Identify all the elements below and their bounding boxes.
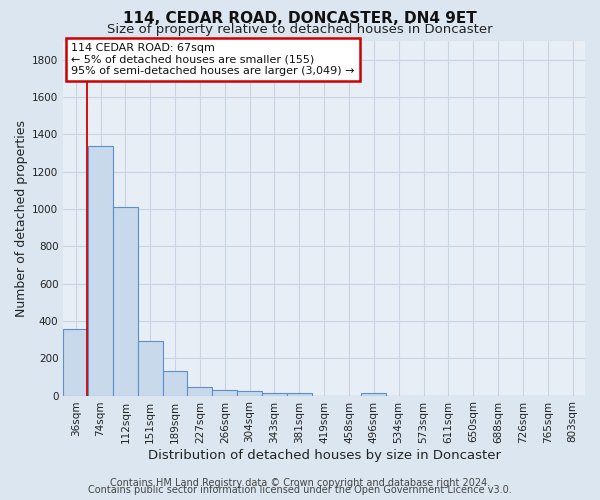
- Bar: [63, 330, 88, 396]
- Bar: [287, 393, 312, 396]
- Text: Contains HM Land Registry data © Crown copyright and database right 2024.: Contains HM Land Registry data © Crown c…: [110, 478, 490, 488]
- X-axis label: Distribution of detached houses by size in Doncaster: Distribution of detached houses by size …: [148, 450, 500, 462]
- Text: Contains public sector information licensed under the Open Government Licence v3: Contains public sector information licen…: [88, 485, 512, 495]
- Bar: [237, 391, 262, 396]
- Bar: [138, 342, 163, 396]
- Y-axis label: Number of detached properties: Number of detached properties: [15, 120, 28, 317]
- Bar: [88, 146, 113, 396]
- Bar: [361, 393, 386, 396]
- Bar: [113, 207, 138, 396]
- Bar: [262, 393, 287, 396]
- Bar: [212, 390, 237, 396]
- Text: 114 CEDAR ROAD: 67sqm
← 5% of detached houses are smaller (155)
95% of semi-deta: 114 CEDAR ROAD: 67sqm ← 5% of detached h…: [71, 43, 355, 76]
- Text: 114, CEDAR ROAD, DONCASTER, DN4 9ET: 114, CEDAR ROAD, DONCASTER, DN4 9ET: [123, 11, 477, 26]
- Text: Size of property relative to detached houses in Doncaster: Size of property relative to detached ho…: [107, 22, 493, 36]
- Bar: [187, 387, 212, 396]
- Bar: [163, 372, 187, 396]
